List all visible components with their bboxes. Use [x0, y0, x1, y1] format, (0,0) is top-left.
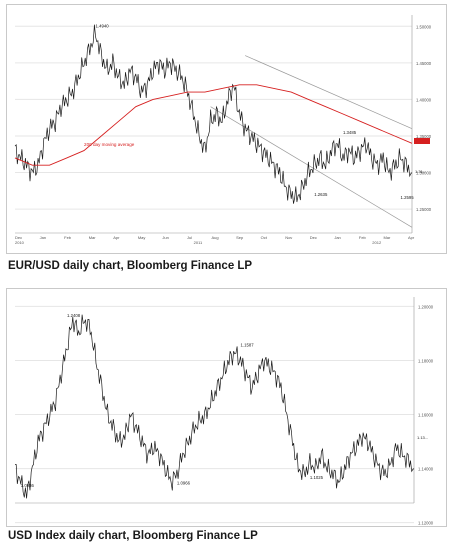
x-tick-label: Nov — [285, 235, 292, 240]
trend-channel-line — [245, 55, 413, 129]
price-series-line — [14, 314, 415, 499]
x-tick-label: Jan — [40, 235, 46, 240]
x-tick-label: Mar — [89, 235, 97, 240]
y-tick-label: 1.50000 — [416, 24, 432, 29]
price-annotation: 1.0936 — [21, 483, 35, 488]
last-price-box — [414, 138, 430, 144]
x-tick-label: Oct — [261, 235, 268, 240]
x-tick-label: Sep — [236, 235, 244, 240]
price-annotation: 1.1587 — [241, 343, 255, 348]
usd-index-chart-panel: 1.20000 1.18000 1.16000 1.14000 1.12000 1.240… — [6, 288, 447, 527]
price-annotation: 1.1025 — [310, 475, 324, 480]
x-tick-label: Aug — [212, 235, 219, 240]
x-tick-label: Apr — [113, 235, 120, 240]
price-annotation: 1.0966 — [177, 480, 191, 485]
x-tick-label: Feb — [64, 235, 72, 240]
price-annotation: 1.2635 — [314, 192, 328, 197]
x-year-label: 2010 — [15, 240, 25, 245]
y-tick-label: 1.45000 — [416, 61, 432, 66]
x-year-label: 2011 — [194, 240, 203, 245]
y-tick-label: 1.18000 — [418, 358, 434, 363]
trend-channel-line — [210, 106, 413, 228]
y-tick-label: 1.20000 — [418, 304, 434, 309]
x-tick-label: Jun — [162, 235, 168, 240]
x-tick-label: Dec — [15, 235, 22, 240]
x-tick-label: Jan — [334, 235, 340, 240]
y-tick-label: 1.16000 — [418, 413, 434, 418]
last-price-label: 1.31... — [415, 169, 426, 174]
y-tick-label: 1.25000 — [416, 207, 432, 212]
last-price-label: 1.13... — [417, 435, 428, 440]
x-year-label: 2012 — [372, 240, 382, 245]
x-tick-label: May — [138, 235, 146, 240]
eurusd-chart: 1.50000 1.45000 1.40000 1.35000 1.30000 1.250… — [14, 15, 432, 245]
x-tick-label: Apr — [408, 235, 415, 240]
eurusd-chart-panel: 1.50000 1.45000 1.40000 1.35000 1.30000 1.250… — [6, 4, 447, 254]
y-tick-label: 1.14000 — [418, 467, 434, 472]
y-tick-label: 1.30000 — [416, 171, 432, 176]
usd-index-chart-caption: USD Index daily chart, Bloomberg Finance… — [8, 530, 258, 542]
y-tick-label: 1.12000 — [418, 521, 434, 526]
price-annotation: 1.2408 — [67, 313, 81, 318]
x-tick-label: Mar — [383, 235, 391, 240]
y-tick-label: 1.40000 — [416, 97, 432, 102]
x-tick-label: Dec — [310, 235, 317, 240]
eurusd-chart-caption: EUR/USD daily chart, Bloomberg Finance L… — [8, 260, 253, 272]
y-tick-label: 1.35000 — [416, 134, 432, 139]
moving-average-label: 200 day moving average — [84, 142, 135, 147]
moving-average-line — [14, 84, 413, 166]
price-series-line — [14, 24, 413, 204]
price-annotation: 1.2595 — [400, 195, 414, 200]
x-tick-label: Feb — [359, 235, 367, 240]
x-tick-label: Jul — [187, 235, 192, 240]
price-annotation: 1.4940 — [96, 24, 110, 29]
price-annotation: 1.3485 — [343, 130, 357, 135]
usd-index-chart: 1.20000 1.18000 1.16000 1.14000 1.12000 1.240… — [14, 297, 434, 526]
